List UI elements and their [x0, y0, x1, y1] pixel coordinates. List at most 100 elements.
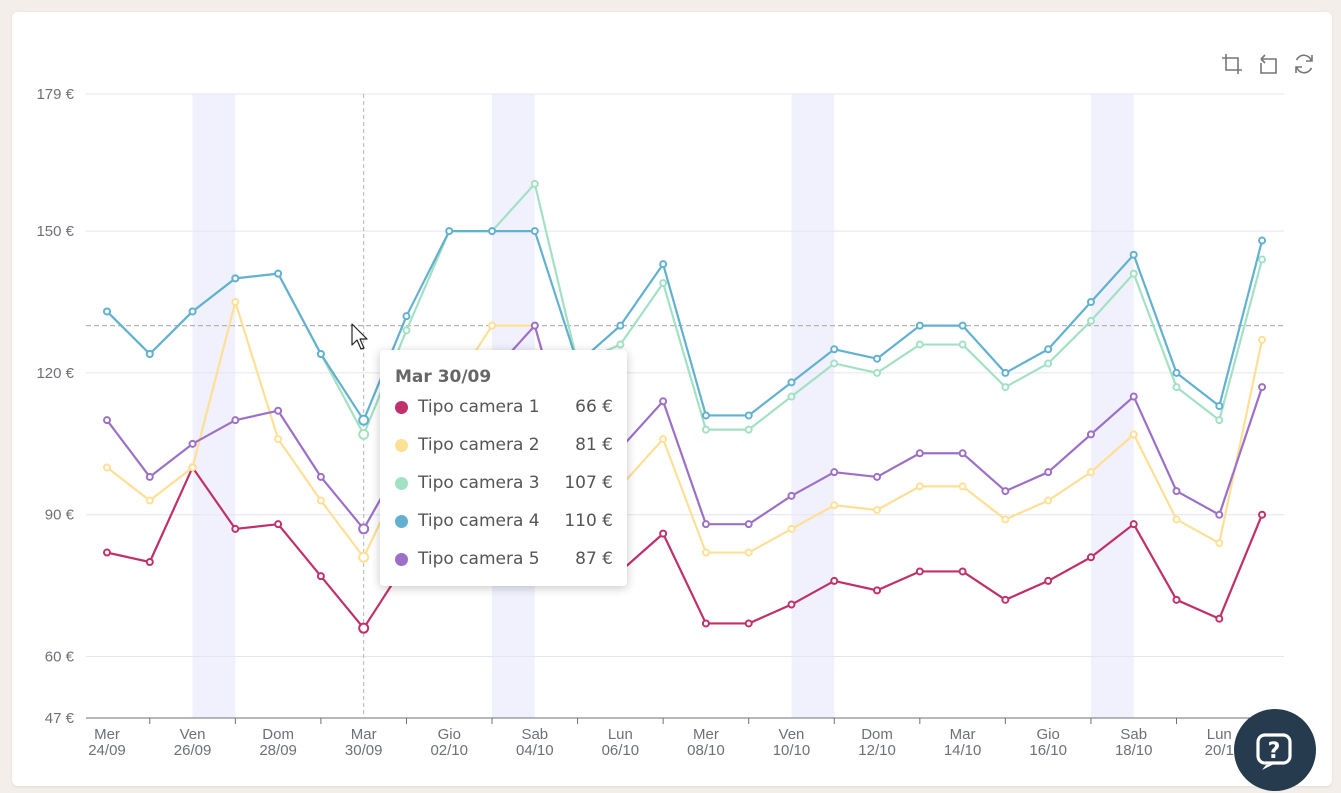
series-name: Tipo camera 3: [418, 473, 540, 493]
crop-zoom-icon[interactable]: [1220, 52, 1244, 76]
tooltip-title: Mar 30/09: [395, 367, 492, 387]
data-point: [530, 321, 539, 330]
data-point: [1001, 515, 1010, 524]
data-point: [1258, 510, 1267, 519]
x-tick-label-date: 16/10: [1029, 742, 1067, 759]
data-point: [787, 392, 796, 401]
data-point: [530, 227, 539, 236]
data-point: [1215, 614, 1224, 623]
series-line-1: [106, 466, 1264, 630]
weekend-band: [192, 94, 236, 718]
data-point: [873, 506, 882, 514]
series-dot: [395, 476, 408, 490]
chart-tooltip: Mar 30/09 Tipo camera 1 66 € Tipo camera…: [380, 350, 627, 586]
data-point: [1129, 520, 1138, 529]
data-point: [188, 439, 197, 448]
tooltip-row: Tipo camera 2 81 €: [395, 433, 613, 457]
x-tick-label-day: Ven: [180, 726, 206, 743]
data-point: [1001, 487, 1010, 496]
data-point: [958, 321, 967, 330]
data-point: [830, 576, 839, 585]
data-point: [274, 520, 283, 529]
data-point: [1215, 510, 1224, 519]
help-chat-button[interactable]: ?: [1234, 709, 1316, 791]
x-tick-label-day: Dom: [861, 726, 893, 743]
data-point: [316, 496, 325, 505]
x-tick-label-date: 10/10: [773, 742, 811, 759]
data-point: [1172, 515, 1181, 524]
x-tick-label-date: 18/10: [1115, 742, 1153, 759]
x-tick-label-date: 06/10: [602, 742, 640, 759]
weekend-band: [791, 94, 835, 718]
series-name: Tipo camera 5: [418, 549, 540, 569]
data-point: [830, 345, 839, 354]
data-point: [358, 414, 370, 426]
x-tick-label-day: Ven: [779, 726, 805, 743]
data-point: [659, 529, 668, 538]
tooltip-row: Tipo camera 4 110 €: [395, 509, 613, 533]
series-value: 110 €: [564, 511, 613, 531]
data-point: [1172, 487, 1181, 496]
data-point: [787, 491, 796, 500]
series-line-2: [106, 300, 1264, 559]
series-dot: [395, 514, 408, 528]
x-tick-label-date: 20/1: [1205, 742, 1234, 759]
tooltip-row: Tipo camera 3 107 €: [395, 471, 613, 495]
data-point: [231, 274, 240, 283]
series-value: 87 €: [575, 549, 613, 569]
y-tick-label: 179 €: [36, 86, 74, 103]
series-value: 81 €: [575, 435, 613, 455]
data-point: [659, 260, 668, 269]
x-tick-label-date: 28/09: [259, 742, 297, 759]
x-tick-label-day: Sab: [521, 726, 548, 743]
data-point: [915, 449, 924, 458]
data-point: [1258, 255, 1267, 264]
x-tick-label-day: Gio: [1036, 726, 1059, 743]
data-point: [1215, 416, 1224, 425]
data-point: [1129, 250, 1138, 259]
data-point: [316, 350, 325, 358]
data-point: [1001, 383, 1010, 392]
data-point: [787, 600, 796, 609]
zoom-reset-icon[interactable]: [1256, 52, 1280, 76]
series-line-5: [106, 324, 1264, 531]
data-point: [231, 416, 240, 425]
data-point: [316, 572, 325, 581]
data-point: [1215, 402, 1224, 410]
data-point: [103, 416, 111, 425]
data-point: [231, 524, 240, 533]
refresh-icon[interactable]: [1292, 52, 1316, 76]
y-tick-label: 60 €: [45, 649, 75, 666]
data-point: [915, 321, 924, 330]
x-tick-label-day: Gio: [438, 726, 461, 743]
data-point: [958, 449, 967, 458]
x-tick-label-date: 02/10: [430, 742, 468, 759]
data-point: [616, 321, 625, 330]
weekend-band: [1090, 94, 1134, 718]
x-tick-label-day: Dom: [262, 726, 294, 743]
data-point: [145, 496, 154, 505]
data-point: [915, 567, 924, 576]
series-dot: [395, 400, 408, 414]
data-point: [1086, 553, 1095, 562]
data-point: [744, 548, 753, 557]
data-point: [1044, 359, 1053, 368]
data-point: [659, 435, 668, 444]
chart-card: 179 €150 €120 €90 €60 €47 € Mer 24/09 Ven 26…: [12, 12, 1332, 786]
data-point: [358, 622, 370, 634]
mouse-pointer-icon: [351, 323, 368, 350]
data-point: [145, 472, 154, 481]
data-point: [1001, 368, 1010, 377]
data-point: [188, 463, 197, 472]
data-point: [103, 307, 111, 316]
data-point: [659, 397, 668, 406]
data-point: [1086, 430, 1095, 439]
x-tick-label-date: 26/09: [174, 742, 212, 759]
data-point: [188, 307, 197, 316]
data-point: [1044, 468, 1053, 477]
data-point: [1044, 496, 1053, 505]
data-point: [1215, 539, 1224, 548]
series-value: 107 €: [564, 473, 613, 493]
data-point: [701, 520, 710, 529]
data-point: [1044, 576, 1053, 585]
